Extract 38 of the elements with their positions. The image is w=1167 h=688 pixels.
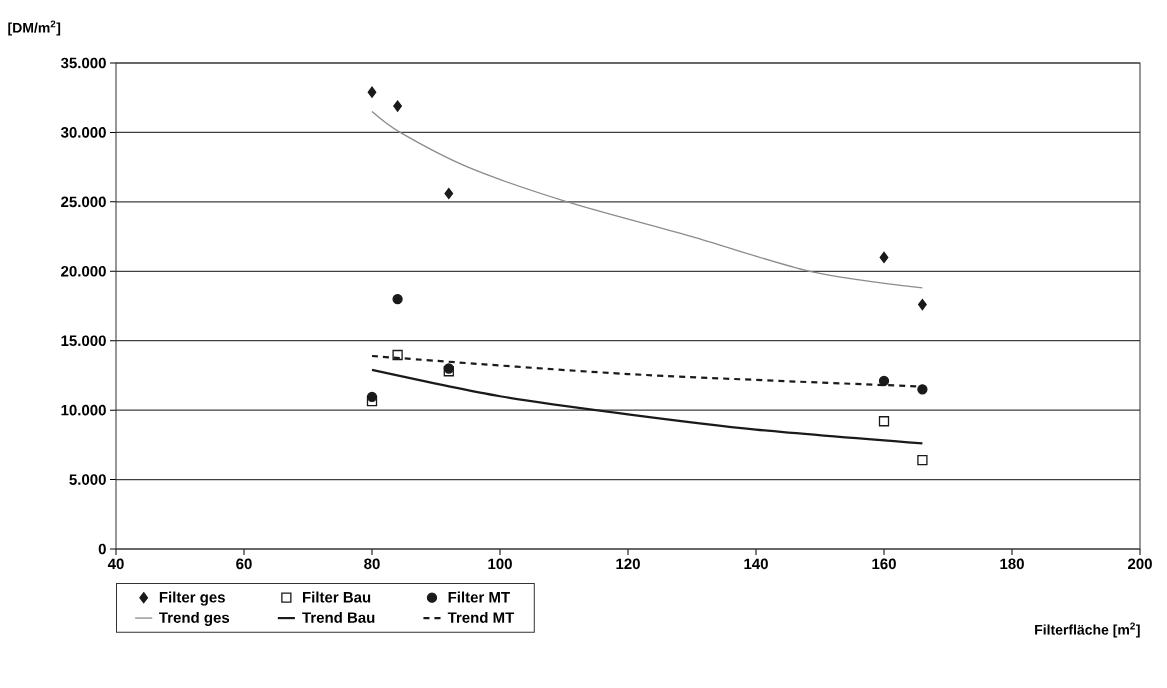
point <box>392 349 403 361</box>
y-tick-label: 15.000 <box>61 335 106 347</box>
point <box>878 375 890 387</box>
legend-label: Filter ges <box>159 591 225 606</box>
point <box>366 391 378 403</box>
point <box>393 100 402 112</box>
point <box>392 293 403 305</box>
y-tick-label: 30.000 <box>60 127 106 138</box>
y-tick-label: 5.000 <box>69 474 106 485</box>
y-tick-label: 25.000 <box>61 196 106 208</box>
legend-label: Trend Bau <box>302 611 375 623</box>
x-tick-label: 180 <box>1000 558 1024 570</box>
point <box>444 187 454 200</box>
x-tick-label: 140 <box>744 558 768 570</box>
x-tick-label: 60 <box>236 558 252 570</box>
legend-label: Filter Bau <box>303 591 371 603</box>
legend-label: Trend MT <box>447 611 515 623</box>
x-tick-label: 120 <box>616 558 640 570</box>
legend-label: Filter MT <box>448 591 510 603</box>
x-tick-label: 160 <box>872 558 896 570</box>
point <box>917 384 928 395</box>
point <box>917 454 928 466</box>
x-axis-title: Filterfläche [m$^{2}$] <box>1035 622 1140 638</box>
x-tick-label: 40 <box>107 558 124 570</box>
point <box>878 416 890 427</box>
x-tick-label: 80 <box>364 558 380 570</box>
y-tick-label: 0 <box>98 543 106 555</box>
x-tick-label: 100 <box>488 558 512 570</box>
point <box>367 86 377 98</box>
legend-label: Trend ges <box>159 611 230 626</box>
line-series <box>371 110 924 289</box>
x-tick-label: 200 <box>1128 558 1152 570</box>
line-series <box>370 368 924 445</box>
y-tick-label: 20.000 <box>61 265 106 277</box>
y-axis-title: [DM/m$^{2}$] <box>8 20 61 36</box>
point <box>879 251 889 264</box>
y-tick-label: 35.000 <box>60 57 106 69</box>
y-tick-label: 10.000 <box>61 404 106 416</box>
